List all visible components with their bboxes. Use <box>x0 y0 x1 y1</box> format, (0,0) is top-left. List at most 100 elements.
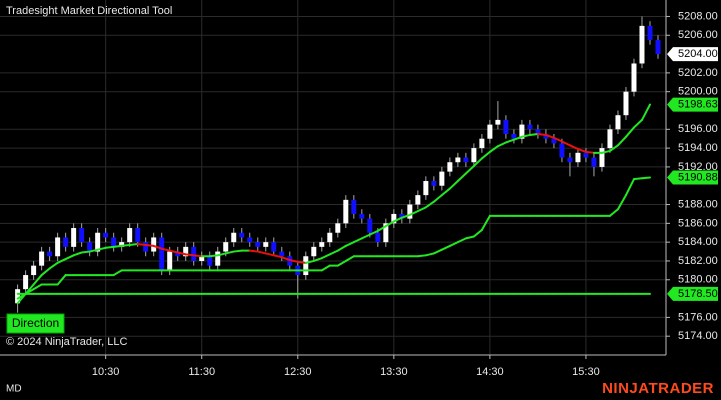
candle-body <box>439 171 445 186</box>
indicator-line <box>496 141 507 148</box>
y-tick-label: 5196.00 <box>678 123 718 135</box>
indicator-line <box>640 103 651 121</box>
indicator-line <box>416 206 427 213</box>
indicator-line <box>608 144 619 152</box>
candle-body <box>599 148 605 167</box>
candle-body <box>351 199 357 214</box>
grid <box>0 0 666 355</box>
indicator-line <box>88 248 99 253</box>
candle-body <box>55 237 61 257</box>
indicator-line <box>352 237 363 244</box>
indicator-line <box>600 149 611 154</box>
indicator-line <box>56 274 67 286</box>
candle-body <box>135 228 141 243</box>
indicator-line <box>216 252 227 257</box>
indicator-line <box>120 243 131 247</box>
indicator-line <box>504 138 515 144</box>
indicator-line <box>512 135 523 141</box>
indicator-line <box>368 229 379 236</box>
indicator-line <box>304 259 315 264</box>
indicator-line <box>640 176 651 180</box>
indicator-line <box>560 140 571 147</box>
indicator-line <box>400 213 411 219</box>
candle-body <box>559 143 565 158</box>
indicator-line <box>448 180 459 190</box>
brand-logo: NINJATRADER <box>602 380 714 397</box>
candle-body <box>111 237 117 247</box>
button-background[interactable] <box>6 313 65 334</box>
candle-body <box>199 256 205 261</box>
indicator-line <box>552 136 563 143</box>
candle-body <box>447 162 453 172</box>
button-label[interactable]: Direction <box>12 316 59 330</box>
indicator-line <box>616 135 627 147</box>
indicator-line <box>488 145 499 153</box>
indicator-line <box>344 241 355 247</box>
candle-body <box>503 119 509 135</box>
candle-body <box>167 251 173 271</box>
candle-body <box>567 157 573 163</box>
price-tag <box>667 47 718 62</box>
candle-body <box>543 134 549 139</box>
indicator-line <box>296 260 307 264</box>
candle-body <box>623 91 629 116</box>
price-tag-label: 5204.00 <box>678 48 718 60</box>
candle-body <box>639 25 645 64</box>
x-tick-label: 10:30 <box>92 366 120 378</box>
candle-body <box>383 223 389 243</box>
indicator-line <box>256 250 267 255</box>
candle-body <box>279 251 285 257</box>
x-tick-label: 11:30 <box>188 366 215 378</box>
y-tick-label: 5194.00 <box>678 142 718 154</box>
candle-body <box>455 157 461 163</box>
indicator-line <box>384 220 395 228</box>
indicator-line <box>376 225 387 232</box>
price-tag <box>667 286 718 301</box>
candle-body <box>215 251 221 266</box>
x-tick-label: 15:30 <box>572 366 600 378</box>
y-tick-label: 5208.00 <box>678 10 718 22</box>
indicator-line <box>448 241 459 247</box>
indicator-line <box>128 243 139 246</box>
candle-body <box>231 232 237 243</box>
candle-body <box>63 237 69 247</box>
candle-body <box>271 242 277 252</box>
candle-body <box>551 138 557 144</box>
indicator-line <box>32 274 43 286</box>
y-tick-label: 5188.00 <box>678 198 718 210</box>
candle-body <box>183 246 189 257</box>
candle-body <box>95 232 101 252</box>
y-tick-label: 5186.00 <box>678 217 718 229</box>
candle-body <box>71 228 77 247</box>
indicator-line <box>320 253 331 260</box>
candle-body <box>415 195 421 205</box>
y-tick-label: 5184.00 <box>678 236 718 248</box>
candle-body <box>471 148 477 163</box>
indicator-line <box>408 210 419 216</box>
candle-body <box>479 138 485 149</box>
indicator-line <box>224 250 235 255</box>
indicator-line <box>328 249 339 256</box>
candle-body <box>399 213 405 219</box>
indicator-line <box>536 133 547 136</box>
y-tick-label: 5200.00 <box>678 86 718 98</box>
indicator-line <box>584 150 595 154</box>
candle-body <box>47 251 53 257</box>
indicator-line <box>104 245 115 249</box>
indicator-line <box>480 214 491 231</box>
candle-body <box>79 228 85 243</box>
indicator-line <box>280 256 291 262</box>
price-tag-label: 5198.63 <box>678 98 718 110</box>
indicator-line <box>464 235 475 240</box>
direction-button[interactable]: Direction <box>6 313 65 334</box>
y-tick-label: 5182.00 <box>678 255 718 267</box>
candle-body <box>359 213 365 219</box>
candle-body <box>615 115 621 130</box>
indicator-line <box>576 148 587 153</box>
copyright: © 2024 NinjaTrader, LLC <box>6 336 127 348</box>
indicator-line <box>440 187 451 197</box>
candle-body <box>39 251 45 266</box>
indicator-line <box>112 269 123 277</box>
